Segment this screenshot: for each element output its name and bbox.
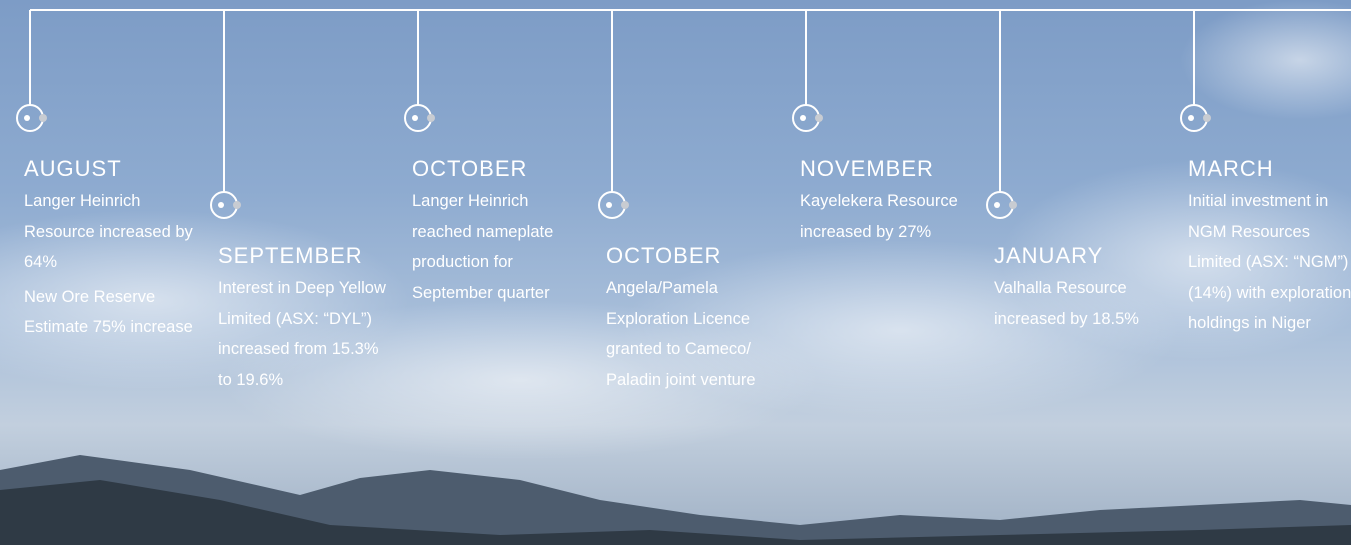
item-text: New Ore Reserve Estimate 75% increase — [24, 282, 194, 343]
node-knob — [39, 114, 47, 122]
month-label: SEPTEMBER — [218, 241, 388, 271]
month-label: MARCH — [1188, 154, 1351, 184]
node-dot — [800, 115, 806, 121]
node-dot — [412, 115, 418, 121]
month-label: OCTOBER — [412, 154, 582, 184]
item-text: Valhalla Resource increased by 18.5% — [994, 273, 1164, 334]
node-dot — [24, 115, 30, 121]
node-dot — [218, 202, 224, 208]
item-text: Langer Heinrich reached nameplate produc… — [412, 186, 582, 308]
node-dot — [606, 202, 612, 208]
node-knob — [815, 114, 823, 122]
month-label: NOVEMBER — [800, 154, 970, 184]
month-label: OCTOBER — [606, 241, 776, 271]
month-label: AUGUST — [24, 154, 194, 184]
node-knob — [427, 114, 435, 122]
node-knob — [621, 201, 629, 209]
timeline-slide: AUGUSTLanger Heinrich Resource increased… — [0, 0, 1351, 545]
node-knob — [233, 201, 241, 209]
item-text: Kayelekera Resource increased by 27% — [800, 186, 970, 247]
node-dot — [1188, 115, 1194, 121]
item-text: Interest in Deep Yellow Limited (ASX: “D… — [218, 273, 388, 395]
month-label: JANUARY — [994, 241, 1164, 271]
node-knob — [1009, 201, 1017, 209]
node-knob — [1203, 114, 1211, 122]
item-text: Angela/Pamela Exploration Licence grante… — [606, 273, 776, 395]
item-text: Langer Heinrich Resource increased by 64… — [24, 186, 194, 278]
node-dot — [994, 202, 1000, 208]
item-text: Initial investment in NGM Resources Limi… — [1188, 186, 1351, 339]
